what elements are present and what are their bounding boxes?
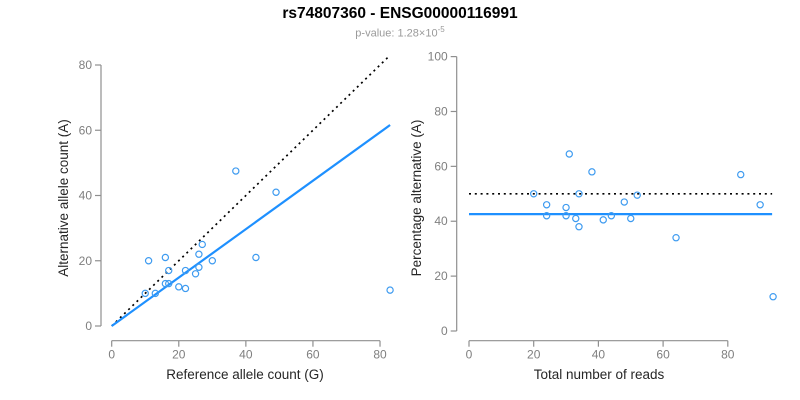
identity-line (111, 54, 391, 327)
y-tick-label: 80 (79, 58, 93, 72)
data-point (151, 289, 160, 298)
data-point (386, 286, 394, 294)
data-point (181, 266, 190, 275)
data-point (672, 234, 680, 242)
y-tick-label: 0 (441, 324, 448, 338)
y-tick-label: 80 (434, 104, 448, 118)
left-x-axis-label: Reference allele count (G) (166, 367, 324, 382)
data-point (232, 167, 240, 175)
data-point (191, 270, 200, 278)
data-point (195, 263, 203, 271)
right-y-axis-label: Percentage alternative (A) (409, 120, 424, 277)
x-tick-label: 40 (239, 348, 253, 362)
data-point (562, 212, 570, 220)
data-point (769, 293, 777, 301)
data-point (165, 279, 173, 288)
y-tick-label: 0 (85, 319, 92, 333)
pvalue-exponent: -5 (437, 25, 445, 34)
x-tick-label: 80 (721, 348, 735, 362)
data-point (575, 190, 583, 198)
x-tick-label: 20 (527, 348, 541, 362)
pvalue-text: p-value: 1.28×10 (355, 27, 438, 40)
y-tick-label: 40 (79, 189, 93, 203)
y-tick-label: 40 (434, 214, 448, 228)
right-scatter-plot: Total number of reads Percentage alterna… (409, 50, 777, 382)
data-point (208, 257, 217, 265)
data-point (144, 257, 153, 265)
data-point (252, 253, 260, 262)
x-tick-label: 0 (108, 348, 115, 362)
left-scatter-plot: Reference allele count (G) Alternative a… (56, 54, 394, 382)
x-tick-label: 60 (656, 348, 670, 362)
data-point (542, 212, 551, 220)
data-point (141, 289, 149, 298)
data-point (633, 191, 641, 199)
data-point (198, 240, 206, 249)
data-point (562, 203, 570, 212)
data-point (181, 284, 190, 293)
data-point (175, 283, 183, 291)
data-point (607, 212, 616, 220)
data-point (272, 188, 280, 196)
data-point (756, 201, 764, 209)
data-point (599, 216, 607, 224)
y-tick-label: 20 (434, 269, 448, 283)
data-point (161, 279, 170, 288)
x-tick-label: 0 (466, 348, 473, 362)
figure-subtitle: p-value: 1.28×10-5 (0, 25, 800, 40)
x-tick-label: 20 (172, 348, 186, 362)
data-point (542, 201, 551, 209)
x-tick-label: 60 (306, 348, 320, 362)
data-point (572, 214, 580, 223)
x-tick-label: 80 (373, 348, 387, 362)
data-point (620, 198, 628, 206)
data-point (565, 150, 573, 158)
data-point (575, 223, 583, 231)
data-point (195, 250, 203, 258)
figure-title: rs74807360 - ENSG00000116991 (282, 5, 518, 22)
x-tick-label: 40 (592, 348, 606, 362)
data-point (165, 266, 173, 275)
data-point (530, 190, 538, 198)
right-x-axis-label: Total number of reads (534, 367, 665, 382)
data-point (588, 168, 596, 176)
data-point (737, 170, 745, 179)
y-tick-label: 60 (434, 159, 448, 173)
y-tick-label: 100 (428, 50, 448, 64)
data-point (627, 214, 635, 223)
y-tick-label: 20 (79, 254, 93, 268)
y-tick-label: 60 (79, 123, 93, 137)
data-point (161, 253, 170, 262)
left-y-axis-label: Alternative allele count (A) (56, 119, 71, 277)
